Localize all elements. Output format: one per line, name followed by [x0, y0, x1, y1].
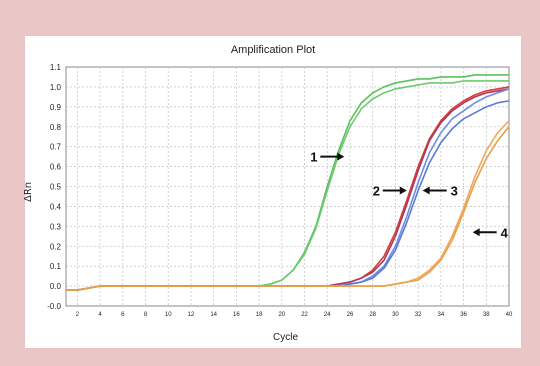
y-tick-label: 0.3	[50, 222, 62, 231]
x-tick-label: 30	[392, 312, 399, 318]
x-tick-label: 14	[210, 312, 217, 318]
y-tick-label: 0.4	[50, 202, 62, 211]
y-tick-label: 0.0	[50, 282, 62, 291]
x-tick-label: 10	[165, 312, 172, 318]
annotation-label-4: 4	[501, 225, 509, 240]
annotation-arrowhead-1	[337, 152, 345, 161]
annotation-arrowhead-2	[399, 186, 407, 195]
y-tick-label: 1.1	[50, 63, 62, 72]
amplification-plot: -0.0 0.0 0.1 0.2 0.3 0.4 0.5 0.6 0.7 0.8 0.9 1.0 1.1…	[47, 63, 513, 318]
x-tick-label: 34	[438, 312, 445, 318]
annotation-label-2: 2	[373, 183, 380, 198]
x-tick-label: 16	[233, 312, 240, 318]
y-tick-label: 1.0	[50, 83, 62, 92]
y-tick-label: 0.7	[50, 143, 62, 152]
annotation-label-1: 1	[310, 150, 317, 165]
x-tick-label: 6	[121, 312, 125, 318]
x-tick-label: 4	[98, 312, 102, 318]
x-tick-label: 40	[506, 312, 513, 318]
chart-title: Amplification Plot	[230, 44, 316, 56]
x-tick-label: 26	[347, 312, 354, 318]
y-tick-label: 0.1	[50, 262, 62, 271]
x-tick-label: 18	[256, 312, 263, 318]
y-tick-label: 0.5	[50, 183, 62, 192]
x-tick-label: 36	[460, 312, 467, 318]
y-tick-label: 0.2	[50, 242, 62, 251]
series-line-8	[66, 126, 510, 291]
x-tick-label: 12	[188, 312, 195, 318]
y-tick-label: 0.8	[50, 123, 62, 132]
y-tick-label: -0.0	[47, 302, 61, 311]
annotation-label-3: 3	[451, 183, 458, 198]
x-tick-label: 28	[369, 312, 376, 318]
y-tick-label: 0.6	[50, 163, 62, 172]
x-tick-label: 22	[301, 312, 308, 318]
x-tick-label: 32	[415, 312, 422, 318]
x-tick-label: 24	[324, 312, 331, 318]
x-tick-label: 38	[483, 312, 490, 318]
chart-panel: Amplification Plot ΔRn Cycle -0.0 0.0 0.1 0…	[23, 36, 521, 348]
x-tick-label: 20	[278, 312, 285, 318]
x-axis-label: Cycle	[273, 332, 299, 343]
y-tick-label: 0.9	[50, 103, 62, 112]
x-tick-label: 2	[76, 312, 80, 318]
x-tick-label: 8	[144, 312, 148, 318]
